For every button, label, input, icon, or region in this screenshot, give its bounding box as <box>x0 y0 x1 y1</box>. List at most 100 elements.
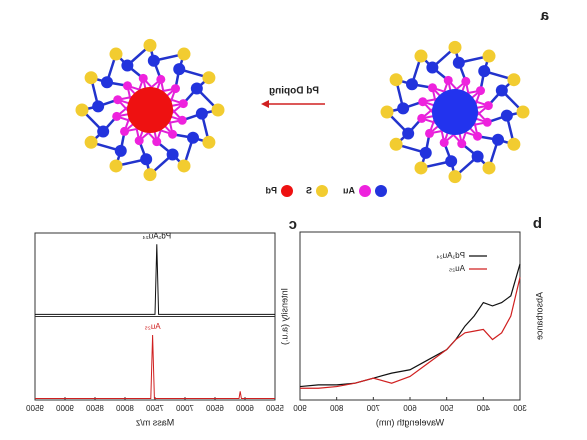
spectrum-line <box>300 277 521 389</box>
x-tick-label: 5500 <box>266 404 284 413</box>
panel-label: b <box>533 215 542 232</box>
s-atom <box>414 49 428 63</box>
au-atom <box>166 148 179 161</box>
x-tick-label: 9500 <box>26 404 44 413</box>
s-atom <box>414 161 428 175</box>
legend-dot <box>375 185 387 197</box>
au-atom <box>173 63 186 76</box>
s-atom <box>448 170 462 184</box>
au-atom <box>97 125 110 138</box>
x-tick-label: 700 <box>366 404 380 413</box>
au-atom <box>471 150 484 163</box>
x-tick-label: 500 <box>439 404 453 413</box>
au-atom <box>397 102 410 115</box>
peak-label: Au₂₅ <box>145 322 161 331</box>
au-atom <box>114 144 127 157</box>
x-tick-label: 400 <box>476 404 490 413</box>
au-atom <box>425 128 435 138</box>
panel-label: c <box>289 216 297 233</box>
au-atom <box>134 136 144 146</box>
legend-dot <box>359 185 371 197</box>
au-atom <box>147 54 160 67</box>
au-atom <box>406 78 419 91</box>
au-atom <box>402 127 415 140</box>
au-atom <box>418 97 428 107</box>
cluster <box>75 38 225 182</box>
s-atom <box>389 73 403 87</box>
au-atom <box>427 83 437 93</box>
au-atom <box>491 133 504 146</box>
au-atom <box>140 153 153 166</box>
au-atom <box>495 84 508 97</box>
s-atom <box>143 38 157 52</box>
au-atom <box>443 75 453 85</box>
x-tick-label: 8500 <box>86 404 104 413</box>
au-atom <box>121 59 134 72</box>
x-tick-label: 6000 <box>236 404 254 413</box>
x-tick-label: 300 <box>513 404 527 413</box>
legend-dot <box>281 185 293 197</box>
au-atom <box>195 107 208 120</box>
s-atom <box>177 159 191 173</box>
peak-label: Pd₁Au₂₄ <box>142 231 171 240</box>
core-atom <box>127 87 173 133</box>
s-atom <box>202 135 216 149</box>
s-atom <box>482 49 496 63</box>
au-atom <box>445 155 458 168</box>
x-tick-label: 7000 <box>176 404 194 413</box>
au-atom <box>482 117 492 127</box>
au-atom <box>178 99 188 109</box>
legend-text: Pd₁Au₂₄ <box>436 251 465 260</box>
legend-text: Au <box>343 185 355 195</box>
s-atom <box>507 73 521 87</box>
au-atom <box>417 113 427 123</box>
s-atom <box>448 40 462 54</box>
au-atom <box>112 111 122 121</box>
au-atom <box>156 74 166 84</box>
au-atom <box>92 100 105 113</box>
s-atom <box>109 159 123 173</box>
cluster <box>380 40 530 184</box>
au-atom <box>190 82 203 95</box>
au-atom <box>426 61 439 74</box>
s-atom <box>507 137 521 151</box>
x-tick-label: 8000 <box>116 404 134 413</box>
s-atom <box>516 105 530 119</box>
au-atom <box>475 86 485 96</box>
au-atom <box>439 138 449 148</box>
au-atom <box>120 126 130 136</box>
au-atom <box>473 131 483 141</box>
spectrum-line <box>299 263 521 388</box>
au-atom <box>101 76 114 89</box>
au-atom <box>170 84 180 94</box>
panel-label: a <box>540 7 549 24</box>
x-axis-label: Wavelength (nm) <box>376 417 444 427</box>
au-atom <box>452 56 465 69</box>
s-atom <box>211 103 225 117</box>
x-tick-label: 600 <box>403 404 417 413</box>
s-atom <box>84 135 98 149</box>
core-atom <box>432 89 478 135</box>
s-atom <box>109 47 123 61</box>
au-atom <box>138 73 148 83</box>
y-axis-label: Absorbance <box>534 292 544 340</box>
s-atom <box>75 103 89 117</box>
s-atom <box>380 105 394 119</box>
x-tick-label: 7500 <box>146 404 164 413</box>
legend-text: S <box>306 185 312 195</box>
au-atom <box>122 81 132 91</box>
x-tick-label: 900 <box>293 404 307 413</box>
au-atom <box>461 76 471 86</box>
arrow-text: Pd Doping <box>269 86 319 97</box>
x-tick-label: 9000 <box>56 404 74 413</box>
au-atom <box>177 115 187 125</box>
x-axis-label: Mass m/z <box>135 417 174 427</box>
au-atom <box>152 137 162 147</box>
au-atom <box>186 131 199 144</box>
s-atom <box>84 71 98 85</box>
au-atom <box>113 95 123 105</box>
mirrored-figure: a Pd Doping Au S Pd 300 400 500 600 700 800 90… <box>26 7 549 427</box>
au-atom <box>419 146 432 159</box>
s-atom <box>143 168 157 182</box>
